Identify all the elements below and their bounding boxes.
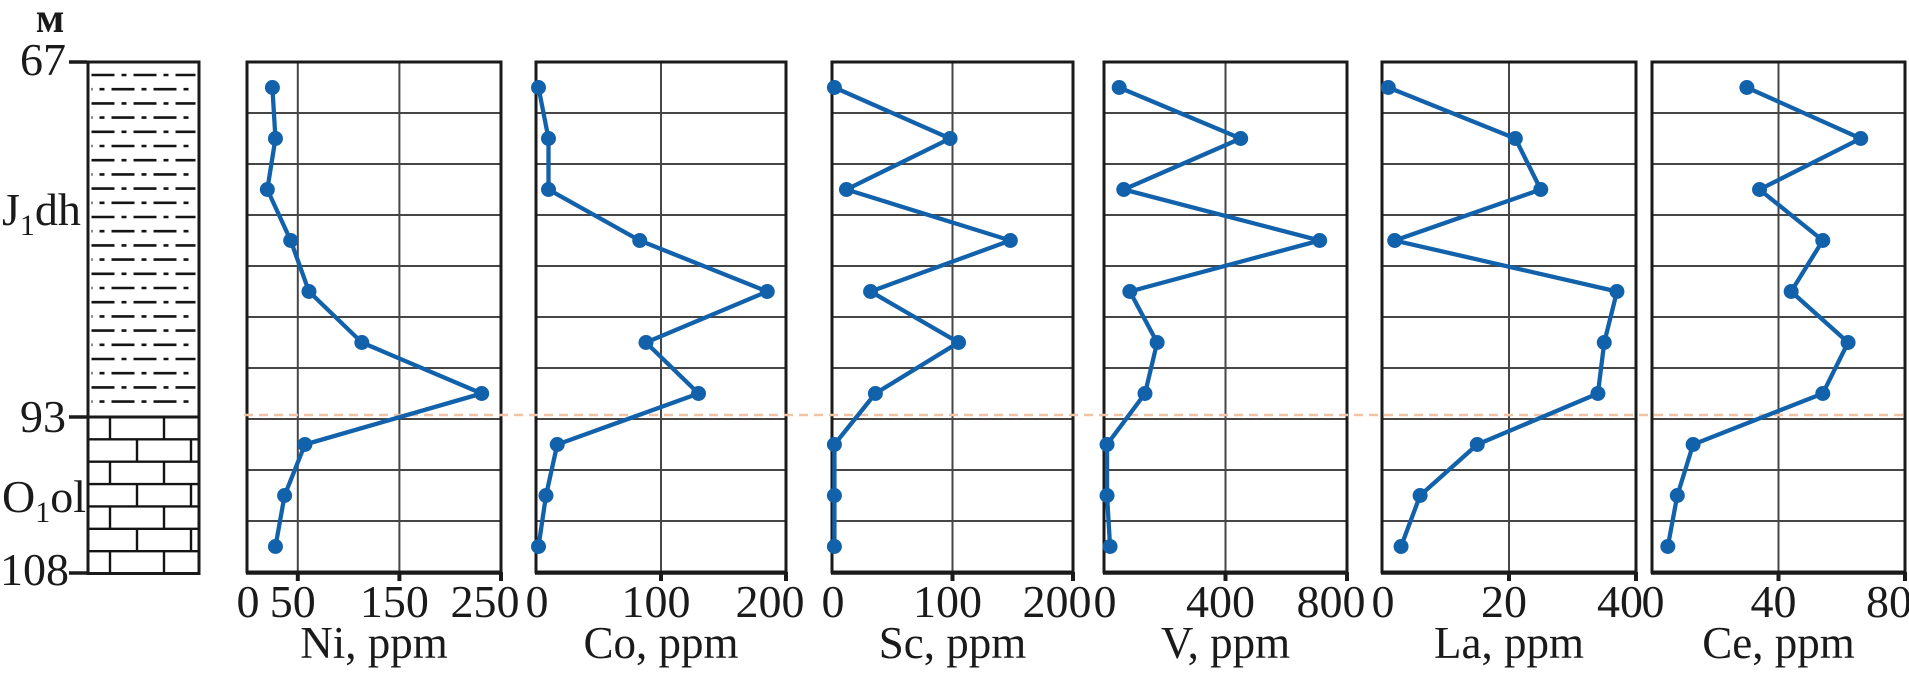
- la-data-point-3: [1533, 182, 1549, 197]
- ce-data-point-3: [1752, 182, 1768, 197]
- la-data-point-7: [1590, 386, 1606, 401]
- la-series: [1380, 80, 1625, 554]
- ce-series-line: [1665, 85, 1863, 549]
- v-data-point-4: [1312, 233, 1328, 248]
- strat-unit-label-j1dh: J1dh: [2, 184, 81, 241]
- ni-series: [259, 80, 490, 554]
- co-series: [531, 80, 775, 554]
- sc-data-point-3: [838, 182, 854, 197]
- v-data-point-5: [1122, 284, 1138, 299]
- co-data-point-5: [759, 284, 775, 299]
- ce-data-point-2: [1853, 131, 1869, 146]
- ni-data-point-9: [277, 488, 293, 503]
- co-chart: [534, 60, 788, 581]
- la-data-point-2: [1507, 131, 1523, 146]
- ce-data-point-8: [1685, 437, 1701, 452]
- ce-data-point-9: [1669, 488, 1685, 503]
- depth-unit-label: м: [35, 0, 65, 42]
- sc-data-point-4: [1002, 233, 1018, 248]
- ni-data-point-6: [354, 335, 370, 350]
- ce-chart: [1650, 60, 1907, 581]
- ce-data-point-10: [1660, 539, 1676, 554]
- ce-data-point-1: [1739, 80, 1755, 95]
- sc-series-line: [832, 85, 1013, 549]
- co-data-point-3: [541, 182, 556, 197]
- ni-data-point-4: [283, 233, 299, 248]
- depth-tick-label-93: 93: [20, 391, 66, 442]
- co-data-point-7: [691, 386, 706, 401]
- strat-j1dh-sub: 1: [19, 209, 35, 243]
- la-data-point-1: [1380, 80, 1396, 95]
- co-data-point-10: [531, 539, 546, 554]
- co-data-point-9: [538, 488, 554, 503]
- la-series-line: [1386, 85, 1620, 549]
- sc-data-point-10: [826, 539, 842, 554]
- stratigraphic-column: [69, 60, 201, 575]
- depth-tick-label-108: 108: [0, 544, 69, 595]
- v-chart: [1102, 60, 1349, 581]
- la-chart: [1380, 60, 1638, 581]
- ni-chart: [245, 60, 503, 581]
- ni-data-point-1: [264, 80, 280, 95]
- v-data-point-10: [1102, 539, 1118, 554]
- ce-series: [1660, 80, 1869, 554]
- v-data-point-7: [1137, 386, 1153, 401]
- ni-data-point-5: [301, 284, 317, 299]
- ni-data-point-8: [297, 437, 313, 452]
- la-data-point-5: [1609, 284, 1625, 299]
- sc-data-point-1: [826, 80, 842, 95]
- sc-series: [826, 80, 1018, 554]
- ni-series-line: [265, 85, 484, 549]
- v-data-point-3: [1116, 182, 1132, 197]
- ce-data-point-5: [1783, 284, 1799, 299]
- v-data-point-1: [1111, 80, 1127, 95]
- la-data-point-8: [1469, 437, 1485, 452]
- la-data-point-6: [1596, 335, 1612, 350]
- la-data-point-10: [1393, 539, 1409, 554]
- depth-tick-label-67: 67: [20, 34, 66, 85]
- co-data-point-8: [549, 437, 565, 452]
- sc-data-point-7: [867, 386, 883, 401]
- sc-data-point-6: [951, 335, 967, 350]
- v-data-point-6: [1149, 335, 1165, 350]
- v-data-point-2: [1233, 131, 1249, 146]
- strat-o1ol-sub: 1: [35, 496, 51, 530]
- strat-unit-label-o1ol: O1ol: [2, 471, 87, 528]
- la-data-point-4: [1387, 233, 1403, 248]
- sc-chart: [830, 60, 1075, 581]
- sc-data-point-2: [942, 131, 958, 146]
- v-data-point-8: [1099, 437, 1115, 452]
- co-data-point-1: [531, 80, 546, 95]
- strat-o1ol-suffix: ol: [50, 471, 87, 522]
- ni-data-point-2: [267, 131, 283, 146]
- co-data-point-2: [541, 131, 556, 146]
- v-data-point-9: [1099, 488, 1115, 503]
- sc-data-point-8: [826, 437, 842, 452]
- ni-data-point-7: [474, 386, 490, 401]
- v-series-line: [1104, 85, 1322, 549]
- sc-data-point-9: [826, 488, 842, 503]
- ni-data-point-3: [259, 182, 275, 197]
- ce-data-point-4: [1815, 233, 1831, 248]
- la-data-point-9: [1412, 488, 1428, 503]
- ce-data-point-7: [1815, 386, 1831, 401]
- co-series-line: [536, 85, 770, 549]
- ce-data-point-6: [1840, 335, 1856, 350]
- co-data-point-4: [632, 233, 648, 248]
- strat-j1dh-suffix: dh: [34, 184, 81, 235]
- v-series: [1099, 80, 1328, 554]
- strat-j1dh-prefix: J: [2, 184, 20, 235]
- co-data-point-6: [638, 335, 654, 350]
- strat-o1ol-prefix: O: [2, 471, 36, 522]
- column-frame: [86, 60, 201, 575]
- sc-data-point-5: [863, 284, 879, 299]
- ni-data-point-10: [267, 539, 283, 554]
